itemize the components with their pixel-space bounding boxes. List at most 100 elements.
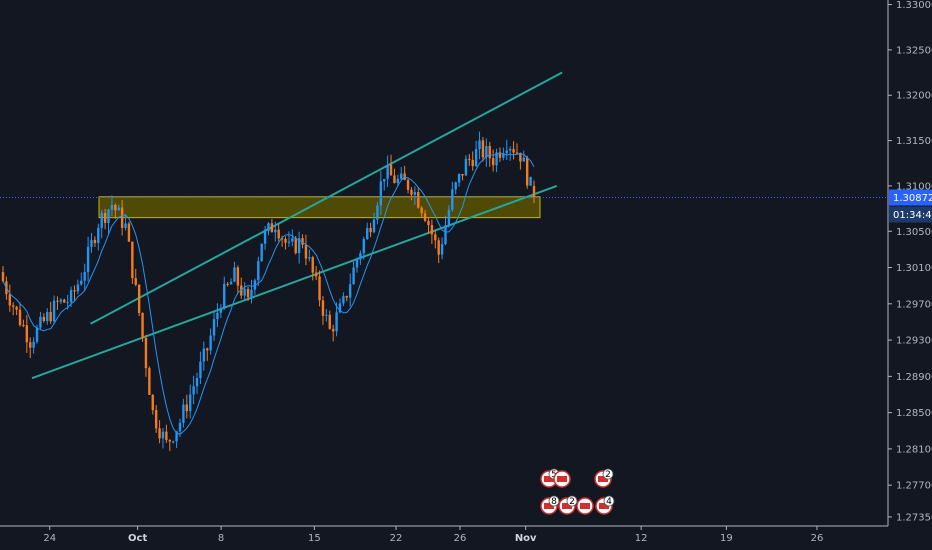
economic-events[interactable]: 5 2 8 2 4 (540, 468, 615, 515)
candle-body (134, 278, 137, 285)
price-tick-label: 1.32500 (896, 45, 932, 56)
candle-body (12, 305, 15, 307)
candle-body (355, 259, 359, 268)
event-flag-icon[interactable] (576, 497, 594, 515)
candle-body (468, 158, 471, 160)
candle-body (206, 348, 209, 351)
candle-body (308, 257, 311, 259)
candle-body (362, 238, 366, 254)
candle-body (114, 204, 117, 211)
candle-body (192, 386, 195, 395)
candle-body (352, 267, 355, 285)
event-flag-stripe (544, 503, 554, 509)
candle-body (86, 246, 90, 273)
candle-body (393, 175, 396, 183)
candle-body (267, 223, 270, 231)
candle-body (182, 404, 185, 423)
event-flag-stripe (598, 476, 608, 482)
price-tick-label: 1.27350 (896, 512, 932, 523)
candle-body (471, 159, 474, 167)
candle-body (56, 300, 59, 302)
candle-body (488, 146, 491, 159)
candle-body (291, 238, 294, 242)
price-axis[interactable]: 1.33000 1.32500 1.32000 1.31500 1.31000 1.305… (887, 0, 932, 526)
candle-body (413, 192, 417, 195)
time-tick-label: 19 (720, 533, 733, 544)
candle-body (294, 238, 297, 254)
candle-body (253, 280, 257, 290)
candle-body (376, 205, 379, 220)
candle-body (440, 244, 444, 255)
candle-body (243, 288, 246, 296)
support-zone (98, 196, 541, 219)
event-flag-stripe (557, 476, 567, 482)
candle-body (151, 394, 154, 411)
candle-body (345, 296, 348, 298)
candle-body (141, 312, 144, 339)
candle-body (461, 173, 464, 176)
candle-body (474, 149, 478, 167)
candle-body (46, 311, 49, 322)
candle-body (209, 335, 212, 351)
event-count-label: 5 (551, 470, 557, 480)
event-flag-stripe (562, 503, 572, 509)
candle-body (93, 239, 97, 244)
price-tick-label: 1.31500 (896, 136, 932, 147)
candle-body (137, 284, 141, 313)
candle-body (498, 152, 502, 158)
candle-body (464, 158, 468, 176)
event-flag-icon[interactable]: 4 (595, 495, 615, 515)
price-tick-label: 1.28900 (896, 372, 932, 383)
current-price-tag-bg (889, 189, 932, 206)
candle-body (274, 229, 277, 233)
time-tick-label: 24 (43, 533, 56, 544)
candle-body (321, 300, 325, 316)
candle-body (522, 157, 525, 162)
candle-body (83, 272, 86, 281)
event-flag-icon[interactable]: 2 (558, 495, 578, 515)
candle-body (80, 280, 83, 285)
candle-body (400, 173, 403, 179)
price-tick-label: 1.29700 (896, 299, 932, 310)
time-tick-label: Nov (515, 533, 537, 544)
candle-body (15, 306, 18, 310)
candle-body (32, 341, 35, 348)
price-tick-label: 1.27700 (896, 481, 932, 492)
candle-body (260, 243, 263, 262)
candle-body (508, 148, 512, 151)
candle-body (171, 441, 175, 443)
channel-upper-line (90, 71, 563, 325)
candle-body (76, 284, 80, 292)
candle-body (216, 312, 219, 320)
event-count-badge (548, 495, 560, 507)
current-price-value: 1.30872 (893, 193, 932, 204)
event-flag-icon[interactable] (553, 470, 571, 488)
candle-body (158, 428, 161, 439)
candle-body (311, 257, 314, 273)
candle-body (90, 239, 93, 247)
candle-body (297, 238, 301, 254)
candle-body (386, 164, 389, 179)
candle-body (73, 290, 76, 292)
candle-body (505, 150, 508, 154)
candle-body (168, 440, 171, 442)
candle-body (29, 342, 32, 348)
trend-channel (31, 71, 563, 380)
time-tick-label: 12 (635, 533, 648, 544)
candle-body (97, 227, 100, 244)
candle-body (1, 272, 5, 282)
time-axis[interactable]: 24 Oct 8 15 22 26 Nov 12 19 26 (0, 525, 888, 544)
candle-body (525, 157, 529, 186)
price-tick-label: 1.32000 (896, 91, 932, 102)
event-flag-icon[interactable]: 2 (594, 468, 614, 488)
candle-body (110, 204, 114, 210)
price-tick-label: 1.30500 (896, 227, 932, 238)
candle-body (434, 234, 437, 241)
candle-body (178, 422, 182, 432)
candle-body (284, 238, 287, 243)
price-tick-label: 1.28100 (896, 444, 932, 455)
moving-average (2, 152, 535, 435)
event-flag-icon[interactable]: 8 (540, 495, 560, 515)
candle-body (502, 153, 505, 158)
